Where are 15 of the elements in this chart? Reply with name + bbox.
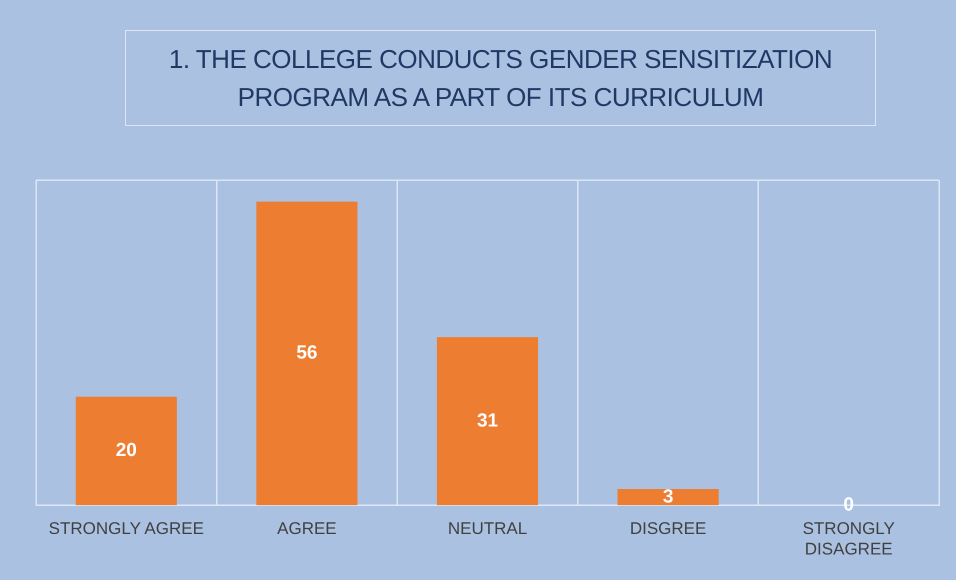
data-label: 3 [662,486,674,508]
bar [76,396,177,506]
x-tick-label: NEUTRAL [448,519,528,538]
chart-title: 1. THE COLLEGE CONDUCTS GENDER SENSITIZATION PROGRAM AS A PART OF ITS CURRICULUM [125,30,876,126]
bar [256,202,358,506]
data-label: 20 [116,440,137,462]
data-label: 56 [296,342,318,364]
x-tick-label: DISGREE [630,519,706,538]
x-tick-label: STRONGLY AGREE [48,519,204,538]
data-label: 0 [843,494,854,516]
x-tick-label: STRONGLY DISAGREE [802,519,895,558]
data-label: 31 [476,410,498,432]
bar [618,488,719,506]
bar [436,337,538,506]
x-tick-label: AGREE [277,519,337,538]
